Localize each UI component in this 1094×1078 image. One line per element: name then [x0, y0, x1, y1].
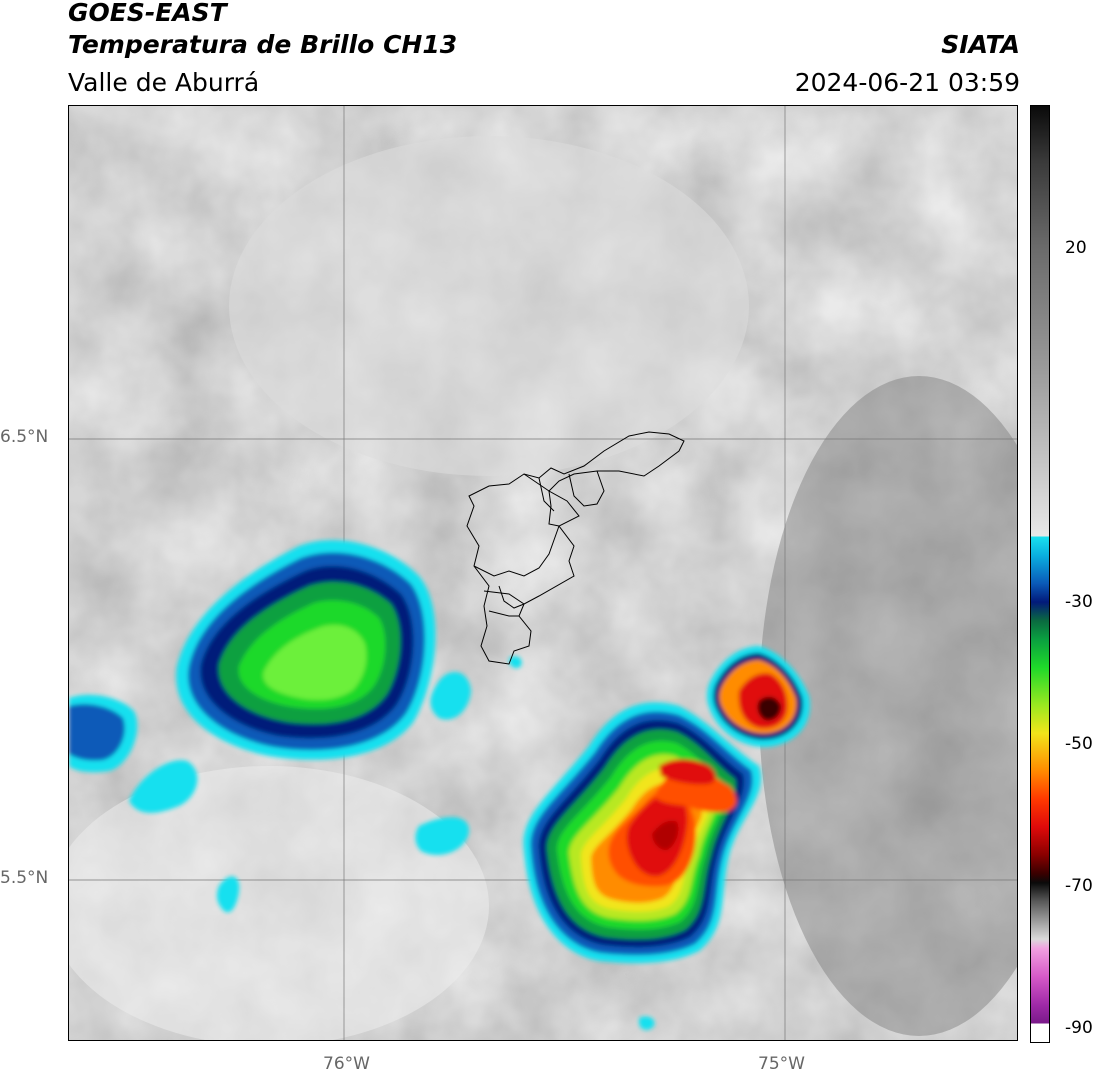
storm-cell-west [176, 540, 436, 760]
satellite-title: GOES-EAST [68, 0, 227, 27]
storm-cell-southeast [523, 702, 762, 964]
colorbar [1030, 105, 1050, 1043]
map-canvas [69, 106, 1017, 1040]
product-title: Temperatura de Brillo CH13 [68, 30, 458, 59]
light-area [69, 766, 489, 1040]
cyan-blobs [69, 656, 655, 1030]
lon-label-76: 76°W [323, 1054, 370, 1074]
region-label: Valle de Aburrá [68, 68, 260, 97]
colorbar-tick-neg90: -90 [1065, 1018, 1093, 1038]
light-area [229, 136, 749, 476]
lat-label-6.5: 6.5°N [0, 427, 49, 447]
lon-label-75: 75°W [758, 1054, 805, 1074]
datetime-label: 2024-06-21 03:59 [794, 68, 1020, 97]
colorbar-tick-neg50: -50 [1065, 734, 1093, 754]
lat-label-5.5: 5.5°N [0, 868, 49, 888]
colorbar-tick-neg30: -30 [1065, 592, 1093, 612]
satellite-map [68, 105, 1018, 1041]
colorbar-tick-20: 20 [1065, 238, 1087, 258]
colorbar-gradient [1031, 106, 1049, 1042]
agency-label: SIATA [941, 30, 1020, 59]
municipal-boundaries [466, 431, 685, 665]
dark-area [759, 376, 1017, 1036]
colorbar-tick-neg70: -70 [1065, 876, 1093, 896]
storm-cell-northeast [706, 646, 810, 747]
